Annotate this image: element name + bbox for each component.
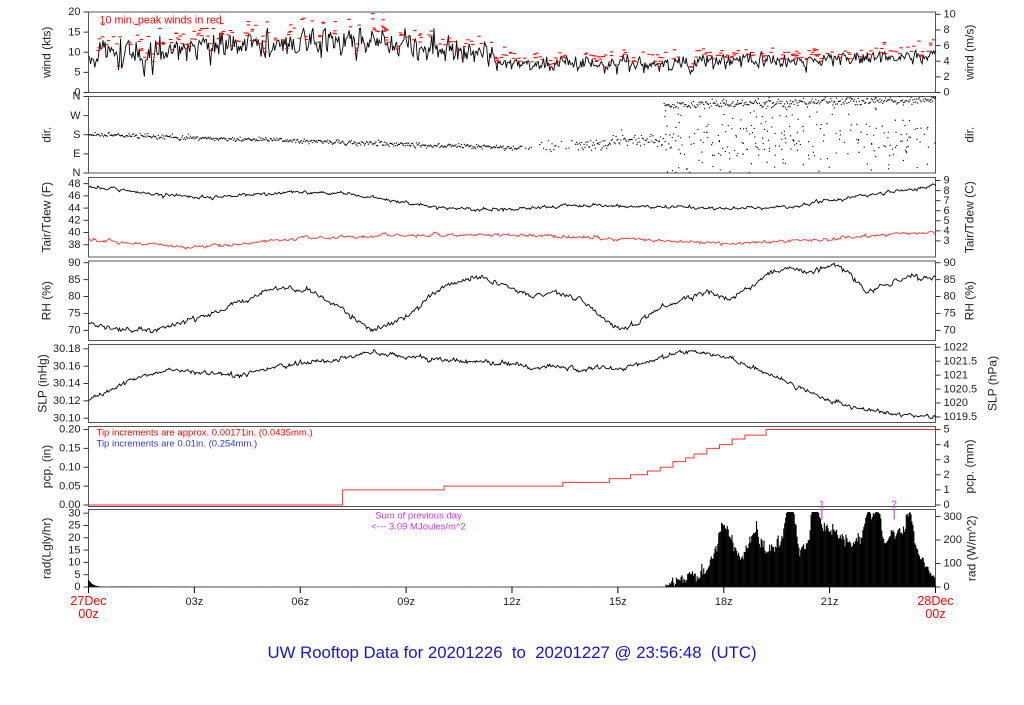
svg-text:80: 80	[944, 291, 956, 303]
svg-text:38: 38	[68, 239, 80, 251]
svg-text:SLP (inHg): SLP (inHg)	[36, 354, 50, 412]
svg-text:300: 300	[944, 511, 962, 523]
svg-text:80: 80	[68, 291, 80, 303]
svg-text:48: 48	[68, 178, 80, 190]
svg-text:12z: 12z	[503, 596, 521, 608]
svg-text:85: 85	[68, 274, 80, 286]
svg-text:15: 15	[68, 26, 80, 38]
svg-text:30.10: 30.10	[53, 412, 81, 424]
svg-text:10: 10	[944, 9, 956, 21]
svg-text:70: 70	[944, 325, 956, 337]
svg-text:5: 5	[74, 569, 80, 581]
svg-text:42: 42	[68, 215, 80, 227]
svg-text:10: 10	[68, 46, 80, 58]
svg-text:dir.: dir.	[40, 127, 54, 143]
svg-text:pcp. (mm): pcp. (mm)	[963, 439, 977, 493]
svg-text:0: 0	[74, 581, 80, 593]
svg-text:30.12: 30.12	[53, 395, 81, 407]
svg-text:wind (kts): wind (kts)	[40, 27, 54, 79]
svg-text:2: 2	[944, 469, 950, 481]
svg-text:21z: 21z	[821, 596, 839, 608]
svg-text:03z: 03z	[186, 596, 204, 608]
svg-text:0: 0	[944, 581, 950, 593]
svg-text:RH (%): RH (%)	[40, 281, 54, 320]
svg-text:44: 44	[68, 202, 80, 214]
svg-text:90: 90	[944, 257, 956, 269]
svg-text:1022: 1022	[944, 341, 968, 353]
svg-text:1021.5: 1021.5	[944, 355, 978, 367]
svg-text:46: 46	[68, 190, 80, 202]
svg-text:rad(Lgly/hr): rad(Lgly/hr)	[40, 518, 54, 579]
svg-text:1020.5: 1020.5	[944, 383, 978, 395]
svg-text:0.05: 0.05	[59, 480, 80, 492]
svg-text:5: 5	[944, 424, 950, 436]
svg-text:dir.: dir.	[963, 127, 977, 143]
svg-text:1019.5: 1019.5	[944, 411, 978, 423]
svg-text:0.15: 0.15	[59, 443, 80, 455]
svg-text:40: 40	[68, 227, 80, 239]
svg-text:200: 200	[944, 534, 962, 546]
svg-text:2: 2	[891, 499, 897, 511]
svg-text:2: 2	[944, 71, 950, 83]
svg-text:15z: 15z	[609, 596, 627, 608]
svg-text:27Dec: 27Dec	[70, 594, 106, 608]
svg-text:<--- 3.09 MJoules/m^2: <--- 3.09 MJoules/m^2	[371, 522, 465, 533]
svg-text:Tip increments are approx. 0.0: Tip increments are approx. 0.00171in. (0…	[97, 428, 313, 439]
svg-text:20: 20	[68, 532, 80, 544]
svg-text:5: 5	[74, 67, 80, 79]
svg-text:1020: 1020	[944, 397, 968, 409]
svg-text:RH (%): RH (%)	[963, 281, 977, 320]
svg-text:Tair/Tdew (F): Tair/Tdew (F)	[40, 182, 54, 253]
svg-text:Tair/Tdew (C): Tair/Tdew (C)	[963, 181, 977, 253]
svg-text:0.20: 0.20	[59, 424, 80, 436]
svg-text:W: W	[70, 110, 81, 122]
svg-text:100: 100	[944, 558, 962, 570]
svg-text:3: 3	[944, 454, 950, 466]
svg-text:N: N	[73, 91, 81, 103]
svg-text:10 min. peak winds in red: 10 min. peak winds in red	[100, 15, 222, 27]
svg-text:20: 20	[68, 6, 80, 18]
svg-text:70: 70	[68, 325, 80, 337]
svg-text:wind (m/s): wind (m/s)	[963, 25, 977, 81]
svg-text:18z: 18z	[715, 596, 733, 608]
svg-text:10: 10	[68, 557, 80, 569]
svg-text:0: 0	[944, 87, 950, 99]
svg-text:06z: 06z	[291, 596, 309, 608]
svg-text:85: 85	[944, 274, 956, 286]
svg-text:28Dec: 28Dec	[917, 594, 953, 608]
svg-text:25: 25	[68, 520, 80, 532]
svg-text:00z: 00z	[78, 607, 98, 621]
svg-text:30: 30	[68, 507, 80, 519]
svg-text:4: 4	[944, 439, 950, 451]
svg-text:E: E	[73, 148, 80, 160]
svg-text:30.18: 30.18	[53, 343, 81, 355]
svg-text:90: 90	[68, 257, 80, 269]
svg-text:SLP (hPa): SLP (hPa)	[986, 356, 1000, 411]
svg-text:00z: 00z	[925, 607, 945, 621]
svg-text:1021: 1021	[944, 369, 968, 381]
svg-text:Sum of previous day: Sum of previous day	[375, 511, 462, 522]
svg-text:30.14: 30.14	[53, 378, 81, 390]
svg-text:pcp. (in): pcp. (in)	[40, 445, 54, 488]
svg-text:15: 15	[68, 544, 80, 556]
svg-text:1: 1	[819, 499, 825, 511]
svg-text:1: 1	[944, 484, 950, 496]
svg-text:6: 6	[944, 40, 950, 52]
svg-text:8: 8	[944, 24, 950, 36]
svg-text:9: 9	[944, 175, 950, 187]
svg-text:UW Rooftop Data for 20201226: UW Rooftop Data for 20201226 to 20201227…	[267, 643, 756, 662]
svg-text:0.10: 0.10	[59, 461, 80, 473]
svg-text:75: 75	[68, 308, 80, 320]
svg-text:75: 75	[944, 308, 956, 320]
svg-text:4: 4	[944, 55, 950, 67]
svg-text:S: S	[73, 129, 80, 141]
svg-text:30.16: 30.16	[53, 360, 81, 372]
svg-text:Tip increments are 0.01in. (0.: Tip increments are 0.01in. (0.254mm.)	[97, 439, 258, 450]
svg-text:rad (W/m^2): rad (W/m^2)	[965, 515, 979, 581]
svg-text:09z: 09z	[397, 596, 415, 608]
svg-text:0: 0	[944, 499, 950, 511]
